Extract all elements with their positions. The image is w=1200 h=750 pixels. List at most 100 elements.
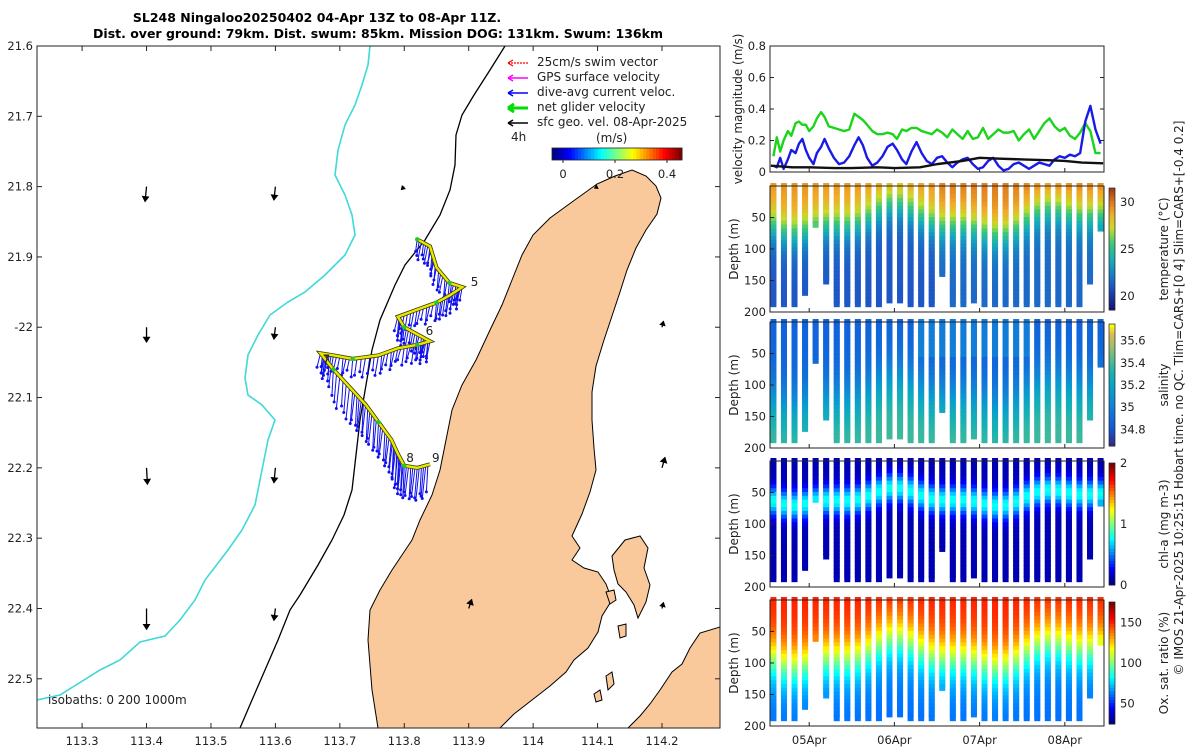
temperature-colorbar-bin (1109, 215, 1115, 219)
oxygen-sample (1087, 665, 1094, 673)
oxygen-sample (823, 600, 830, 608)
salinity-sample (1087, 345, 1094, 353)
temperature-sample (833, 224, 840, 232)
salinity-sample (833, 383, 840, 391)
map-colorbar-bin (600, 148, 605, 160)
chla-sample (1044, 495, 1051, 503)
salinity-sample (1034, 326, 1041, 334)
salinity-sample (992, 356, 999, 364)
temperature-sample (918, 209, 925, 217)
salinity-sample (833, 390, 840, 398)
chla-sample (1023, 563, 1030, 571)
chla-sample (770, 541, 777, 549)
oxygen-sample (780, 699, 787, 707)
temperature-sample (844, 209, 851, 217)
geo-vector-head (659, 320, 666, 327)
chla-surface-sample (780, 458, 787, 465)
salinity-sample (1065, 436, 1072, 444)
salinity-sample (970, 360, 977, 368)
temperature-sample (770, 296, 777, 304)
chla-sample (770, 503, 777, 511)
temperature-sample (970, 273, 977, 281)
chla-sample (833, 503, 840, 511)
salinity-sample (833, 341, 840, 349)
temperature-sample (865, 281, 872, 289)
salinity-sample (770, 368, 777, 376)
salinity-sample (770, 417, 777, 425)
salinity-sample (854, 413, 861, 421)
salinity-sample (960, 341, 967, 349)
temperature-sample (770, 194, 777, 202)
temperature-sample (1023, 239, 1030, 247)
temperature-sample (1023, 232, 1030, 240)
salinity-sample (949, 375, 956, 383)
chla-sample (1023, 552, 1030, 560)
salinity-sample (865, 368, 872, 376)
oxygen-sample (833, 608, 840, 616)
temperature-sample (928, 198, 935, 206)
oxygen-sample (1013, 634, 1020, 642)
temperature-sample (949, 273, 956, 281)
salinity-sample (886, 341, 893, 349)
oxygen-sample (791, 642, 798, 650)
oxygen-sample (875, 642, 882, 650)
map-xtick-label: 114.1 (581, 734, 614, 748)
chla-sample (1076, 544, 1083, 552)
salinity-sample (770, 330, 777, 338)
oxygen-sample (1013, 604, 1020, 612)
salinity-sample (907, 379, 914, 387)
salinity-sample (1023, 353, 1030, 361)
chla-sample (970, 465, 977, 473)
oxygen-sample (833, 646, 840, 654)
temperature-sample (1002, 190, 1009, 198)
temperature-sample (875, 220, 882, 228)
salinity-sample (875, 360, 882, 368)
salinity-sample (928, 387, 935, 395)
salinity-sample (897, 334, 904, 342)
oxygen-sample (1023, 683, 1030, 691)
temperature-sample (907, 224, 914, 232)
salinity-colorbar-bin (1109, 403, 1115, 407)
oxygen-sample (865, 653, 872, 661)
chla-sample (907, 503, 914, 511)
chla-sample (812, 488, 819, 496)
salinity-sample (770, 322, 777, 330)
salinity-sample (907, 390, 914, 398)
salinity-sample (907, 364, 914, 372)
dive-current-vector (373, 419, 377, 448)
salinity-sample (970, 432, 977, 440)
temperature-sample (770, 209, 777, 217)
salinity-sample (939, 394, 946, 402)
oxygen-sample (791, 676, 798, 684)
oxygen-sample (865, 631, 872, 639)
chla-sample (854, 526, 861, 534)
oxygen-sample (844, 631, 851, 639)
salinity-sample (844, 330, 851, 338)
temperature-sample (865, 217, 872, 225)
temperature-sample (970, 258, 977, 266)
dive-current-vector-head (401, 337, 405, 341)
chla-sample (897, 526, 904, 534)
oxygen-colorbar-bin (1109, 708, 1115, 713)
chla-sample (1002, 575, 1009, 583)
temperature-sample (981, 228, 988, 236)
oxygen-sample (928, 665, 935, 673)
chla-surface-sample (907, 458, 914, 465)
salinity-sample (1087, 413, 1094, 421)
salinity-sample (897, 413, 904, 421)
chla-sample (1013, 503, 1020, 511)
chla-sample (928, 473, 935, 481)
salinity-sample (780, 326, 787, 334)
temperature-sample (928, 220, 935, 228)
chla-sample (897, 469, 904, 477)
temperature-colorbar-bin (1109, 282, 1115, 287)
temperature-sample (897, 228, 904, 236)
chla-sample (780, 480, 787, 488)
temperature-sample (823, 262, 830, 270)
oxygen-colorbar-bin (1109, 690, 1115, 694)
oxygen-sample (1023, 615, 1030, 623)
chla-sample (791, 480, 798, 488)
temperature-sample (992, 213, 999, 221)
salinity-sample (918, 353, 925, 361)
